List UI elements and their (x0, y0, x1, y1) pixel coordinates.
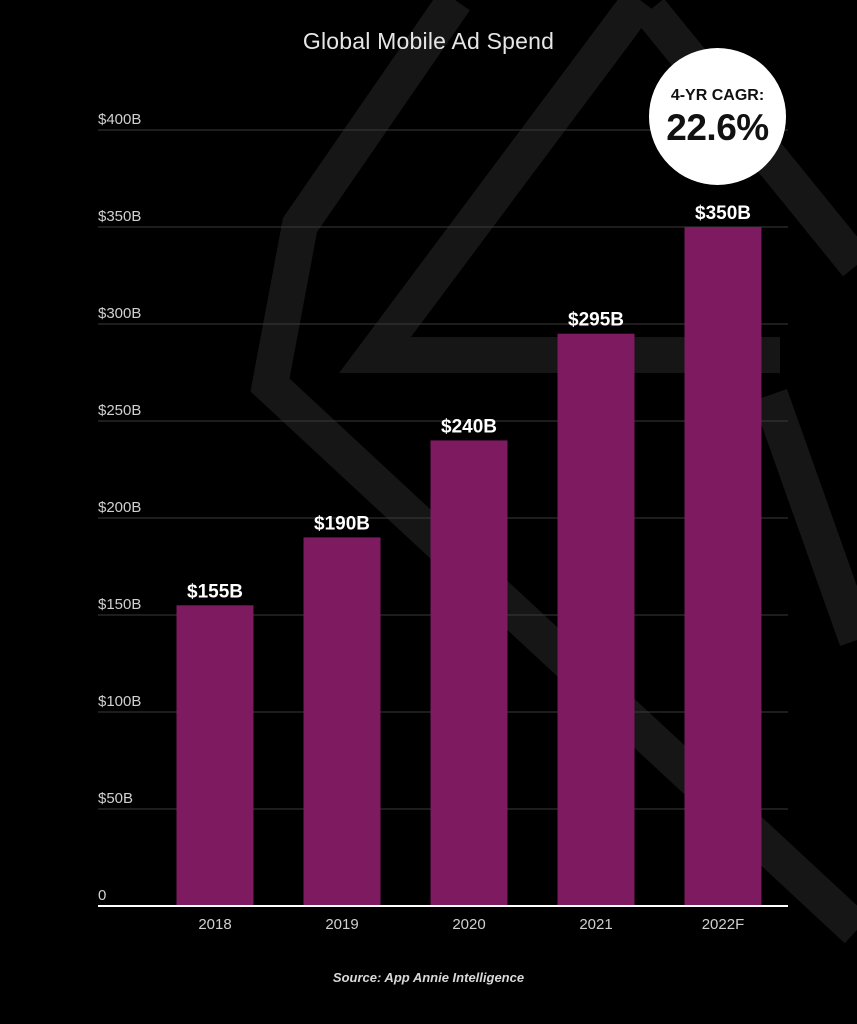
y-tick-label: $400B (98, 111, 141, 128)
y-tick-label: $150B (98, 596, 141, 613)
data-label: $155B (187, 581, 243, 602)
cagr-value: 22.6% (666, 106, 769, 148)
data-label: $190B (314, 513, 370, 534)
cagr-label: 4-YR CAGR: (670, 86, 765, 104)
data-label: $350B (695, 203, 751, 224)
y-tick-label: $250B (98, 402, 141, 419)
y-tick-label: 0 (98, 887, 106, 904)
data-label: $240B (441, 416, 497, 437)
bar (557, 333, 635, 906)
bar (303, 537, 381, 906)
y-tick-label: $300B (98, 305, 141, 322)
y-tick-label: $100B (98, 693, 141, 710)
bar (176, 605, 254, 906)
bar (430, 440, 508, 906)
x-tick-label: 2018 (198, 916, 231, 933)
x-tick-label: 2020 (452, 916, 485, 933)
y-tick-label: $50B (98, 790, 133, 807)
chart-title: Global Mobile Ad Spend (302, 28, 555, 54)
source-note: Source: App Annie Intelligence (332, 970, 525, 985)
data-label: $295B (568, 310, 624, 331)
cagr-badge: 4-YR CAGR: 22.6% (649, 48, 786, 185)
x-tick-label: 2019 (325, 916, 358, 933)
y-tick-label: $350B (98, 208, 141, 225)
x-tick-label: 2022F (702, 916, 745, 933)
bar (684, 227, 762, 906)
y-tick-label: $200B (98, 499, 141, 516)
x-tick-label: 2021 (579, 916, 612, 933)
